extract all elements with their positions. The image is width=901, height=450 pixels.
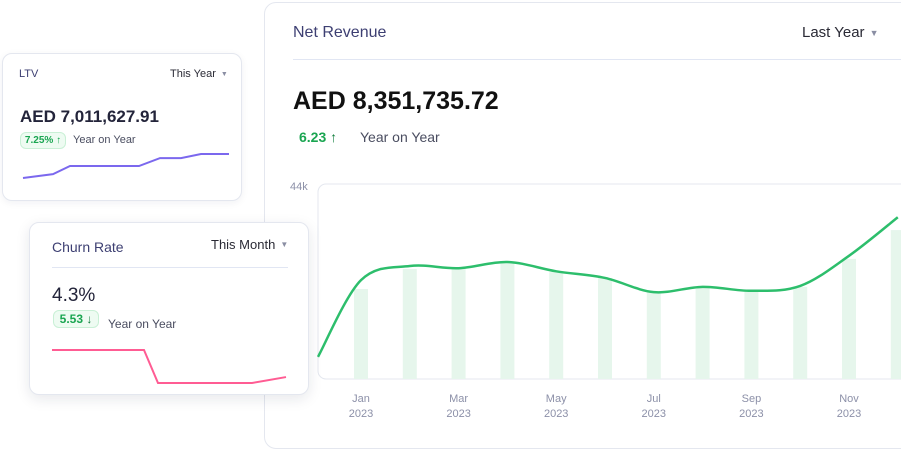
x-tick-month: Sep xyxy=(742,393,762,405)
x-tick-month: Mar xyxy=(449,393,468,405)
period-label: Last Year xyxy=(802,24,865,41)
bar-dec xyxy=(890,230,901,379)
x-tick-month: Nov xyxy=(839,393,859,405)
chevron-down-icon: ▼ xyxy=(280,240,289,249)
change-value: 5.53 xyxy=(59,312,83,326)
change-value: 7.25% xyxy=(24,135,54,146)
x-tick-year: 2023 xyxy=(544,408,568,420)
churn-value: 4.3% xyxy=(52,285,96,306)
ltv-sparkline xyxy=(22,153,229,179)
net-revenue-chart: 44k Jan 2023 Mar 2023 May 2023 Jul 2023 Sep 2023 N… xyxy=(290,181,901,420)
bar-jun xyxy=(598,277,612,379)
x-tick-year: 2023 xyxy=(739,408,763,420)
ltv-period-dropdown[interactable]: This Year ▼ xyxy=(170,68,228,80)
churn-title: Churn Rate xyxy=(52,239,124,255)
y-tick-label: 44k xyxy=(290,181,308,193)
bar-oct xyxy=(793,286,808,379)
chevron-down-icon: ▼ xyxy=(869,27,879,38)
net-revenue-value: AED 8,351,735.72 xyxy=(293,87,499,115)
bar-nov xyxy=(842,258,856,379)
period-label: This Month xyxy=(211,237,276,252)
change-badge: 7.25% ↑ xyxy=(20,132,66,149)
yoy-label: Year on Year xyxy=(73,134,136,146)
sparkline-path xyxy=(22,153,229,179)
change-badge: 6.23 ↑ xyxy=(299,129,337,145)
x-tick-month: Jul xyxy=(647,393,661,405)
x-tick-month: May xyxy=(546,393,567,405)
period-dropdown[interactable]: Last Year ▼ xyxy=(802,24,878,41)
sparkline-path xyxy=(52,349,287,384)
change-value: 6.23 xyxy=(299,129,327,145)
period-label: This Year xyxy=(170,68,216,80)
divider xyxy=(293,59,901,60)
divider xyxy=(52,267,288,268)
bar-jan xyxy=(354,289,368,379)
churn-period-dropdown[interactable]: This Month ▼ xyxy=(211,237,288,252)
yoy-label: Year on Year xyxy=(108,317,177,331)
revenue-line xyxy=(316,216,899,358)
x-tick-year: 2023 xyxy=(642,408,666,420)
net-revenue-title: Net Revenue xyxy=(293,24,387,41)
x-tick-year: 2023 xyxy=(446,408,470,420)
churn-rate-card: Churn Rate This Month ▼ 4.3% 5.53 ↓ Year … xyxy=(29,222,309,395)
x-tick-year: 2023 xyxy=(837,408,861,420)
yoy-label: Year on Year xyxy=(360,129,440,145)
arrow-up-icon: ↑ xyxy=(56,135,62,146)
arrow-up-icon: ↑ xyxy=(330,129,338,145)
arrow-down-icon: ↓ xyxy=(86,312,93,326)
bar-may xyxy=(549,272,564,379)
bar-apr xyxy=(500,262,515,379)
x-tick-year: 2023 xyxy=(349,408,373,420)
bar-jul xyxy=(646,292,661,379)
bar-aug xyxy=(695,286,710,379)
bar-sep xyxy=(744,290,759,379)
bar-mar xyxy=(451,268,466,379)
churn-sparkline xyxy=(52,349,287,384)
ltv-card: LTV This Year ▼ AED 7,011,627.91 7.25% ↑ … xyxy=(2,53,242,201)
ltv-title: LTV xyxy=(19,68,39,80)
chevron-down-icon: ▼ xyxy=(220,70,228,78)
x-tick-month: Jan xyxy=(352,393,370,405)
ltv-value: AED 7,011,627.91 xyxy=(20,107,159,126)
change-badge: 5.53 ↓ xyxy=(53,310,99,328)
bar-feb xyxy=(402,269,417,379)
